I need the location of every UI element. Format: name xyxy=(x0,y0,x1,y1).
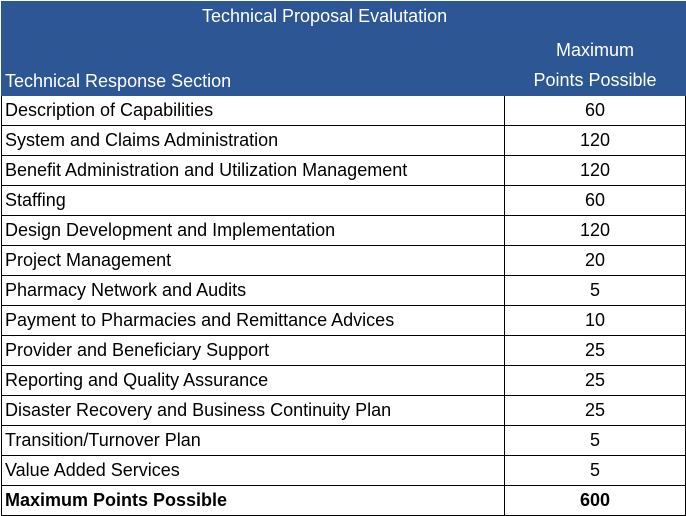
points-cell: 20 xyxy=(504,245,686,276)
table-row: Value Added Services 5 xyxy=(1,455,686,486)
section-cell: Disaster Recovery and Business Continuit… xyxy=(1,395,505,426)
points-cell: 120 xyxy=(504,155,686,186)
table-row: Provider and Beneficiary Support 25 xyxy=(1,335,686,366)
section-cell: Staffing xyxy=(1,185,505,216)
table-row: Transition/Turnover Plan 5 xyxy=(1,425,686,456)
table-row: Benefit Administration and Utilization M… xyxy=(1,155,686,186)
column-header-max-points: Maximum Points Possible xyxy=(504,31,686,96)
total-label: Maximum Points Possible xyxy=(1,485,505,516)
section-cell: Reporting and Quality Assurance xyxy=(1,365,505,396)
points-cell: 25 xyxy=(504,335,686,366)
points-cell: 5 xyxy=(504,425,686,456)
table-row: Description of Capabilities 60 xyxy=(1,95,686,126)
section-cell: Pharmacy Network and Audits xyxy=(1,275,505,306)
table-row: Pharmacy Network and Audits 5 xyxy=(1,275,686,306)
table-row: Payment to Pharmacies and Remittance Adv… xyxy=(1,305,686,336)
table-row: Reporting and Quality Assurance 25 xyxy=(1,365,686,396)
table-title-row: Technical Proposal Evalutation xyxy=(1,1,686,32)
table-row: System and Claims Administration 120 xyxy=(1,125,686,156)
points-cell: 60 xyxy=(504,95,686,126)
section-cell: Benefit Administration and Utilization M… xyxy=(1,155,505,186)
points-cell: 25 xyxy=(504,365,686,396)
table-title: Technical Proposal Evalutation xyxy=(1,1,686,32)
column-header-row: Technical Response Section Maximum Point… xyxy=(1,31,686,96)
points-cell: 10 xyxy=(504,305,686,336)
section-cell: Value Added Services xyxy=(1,455,505,486)
column-header-section: Technical Response Section xyxy=(1,31,505,96)
column-header-max-points-line1: Maximum xyxy=(555,40,634,60)
points-cell: 5 xyxy=(504,455,686,486)
section-cell: Description of Capabilities xyxy=(1,95,505,126)
points-cell: 120 xyxy=(504,125,686,156)
section-cell: Transition/Turnover Plan xyxy=(1,425,505,456)
points-cell: 120 xyxy=(504,215,686,246)
table-row: Design Development and Implementation 12… xyxy=(1,215,686,246)
section-cell: Project Management xyxy=(1,245,505,276)
section-cell: Design Development and Implementation xyxy=(1,215,505,246)
points-cell: 25 xyxy=(504,395,686,426)
section-cell: System and Claims Administration xyxy=(1,125,505,156)
table-row: Staffing 60 xyxy=(1,185,686,216)
total-points: 600 xyxy=(504,485,686,516)
section-cell: Payment to Pharmacies and Remittance Adv… xyxy=(1,305,505,336)
table-row: Disaster Recovery and Business Continuit… xyxy=(1,395,686,426)
section-cell: Provider and Beneficiary Support xyxy=(1,335,505,366)
column-header-max-points-line2: Points Possible xyxy=(533,70,657,90)
total-row: Maximum Points Possible 600 xyxy=(1,485,686,516)
points-cell: 5 xyxy=(504,275,686,306)
points-cell: 60 xyxy=(504,185,686,216)
table-row: Project Management 20 xyxy=(1,245,686,276)
